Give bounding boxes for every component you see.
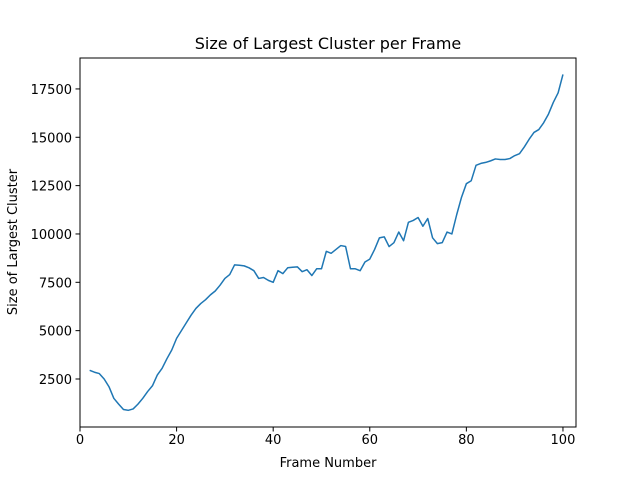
y-tick-label: 10000 bbox=[31, 228, 72, 243]
y-tick-label: 12500 bbox=[31, 180, 72, 195]
y-tick-label: 15000 bbox=[31, 131, 72, 146]
y-axis-label: Size of Largest Cluster bbox=[6, 168, 21, 315]
data-line bbox=[89, 74, 564, 412]
x-axis-label: Frame Number bbox=[280, 456, 378, 471]
y-tick-label: 17500 bbox=[31, 83, 72, 98]
x-tick-label: 80 bbox=[458, 433, 475, 448]
x-tick-label: 100 bbox=[551, 433, 576, 448]
x-tick-label: 0 bbox=[76, 433, 84, 448]
x-tick-label: 20 bbox=[168, 433, 185, 448]
y-tick-label: 7500 bbox=[39, 276, 72, 291]
x-tick-label: 60 bbox=[362, 433, 379, 448]
axes-frame bbox=[79, 57, 577, 428]
y-tick-label: 2500 bbox=[39, 373, 72, 388]
x-tick-label: 40 bbox=[265, 433, 282, 448]
chart-title: Size of Largest Cluster per Frame bbox=[195, 34, 462, 53]
y-tick-label: 5000 bbox=[39, 325, 72, 340]
